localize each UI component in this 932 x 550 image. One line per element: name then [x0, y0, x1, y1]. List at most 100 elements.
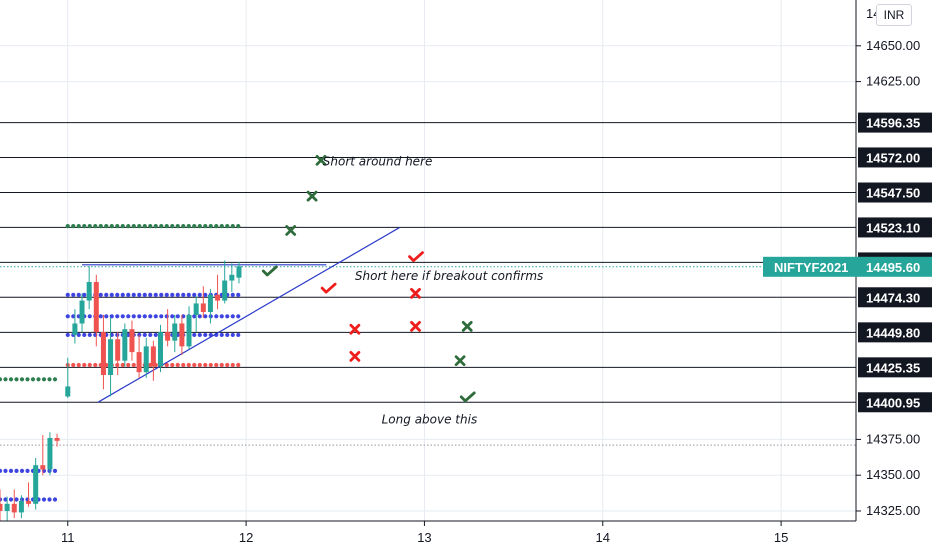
- dot-segment-blue: [65, 314, 241, 319]
- indicator-dot: [93, 224, 98, 229]
- time-axis[interactable]: 11 12 13 14 15: [0, 520, 856, 545]
- price-tick-label: 14350.00: [866, 467, 920, 482]
- indicator-dot: [170, 292, 175, 297]
- candle-down: [215, 274, 221, 310]
- cross-mark-green: [306, 190, 318, 202]
- candle-down: [200, 286, 206, 318]
- indicator-dot: [52, 468, 58, 474]
- candle-up: [33, 458, 39, 510]
- candle-body: [100, 332, 106, 376]
- indicator-dot: [76, 224, 81, 229]
- symbol-price-label: NIFTYF2021 14495.60: [763, 256, 932, 277]
- cross-mark-red: [410, 320, 421, 332]
- symbol-label-bg: [763, 256, 932, 277]
- indicator-dot: [219, 362, 224, 368]
- indicator-dot: [131, 224, 136, 229]
- indicator-dot: [225, 224, 230, 229]
- indicator-dot: [170, 224, 175, 229]
- candle-body: [158, 332, 163, 367]
- indicator-dot: [175, 292, 180, 297]
- date-tick-label: 13: [417, 530, 431, 545]
- indicator-dot: [142, 224, 147, 229]
- indicator-dot: [153, 332, 158, 338]
- check-mark-green: [261, 265, 278, 277]
- candle-body: [193, 303, 199, 315]
- indicator-dot: [71, 362, 76, 368]
- indicator-dot: [0, 377, 3, 382]
- indicator-dot: [203, 362, 208, 368]
- indicator-dot: [104, 292, 109, 297]
- candle-up: [86, 266, 92, 310]
- indicator-dot: [153, 314, 158, 319]
- candle-body: [179, 323, 185, 347]
- candle-up: [122, 323, 128, 367]
- candles: [0, 260, 242, 521]
- indicator-dot: [8, 468, 14, 474]
- annotation-text: Short around here: [323, 155, 433, 169]
- candle-down: [100, 314, 106, 390]
- level-label-bg: [858, 322, 932, 343]
- indicator-dot: [82, 332, 87, 338]
- level-label-bg: [858, 147, 932, 168]
- indicator-dot: [219, 314, 224, 319]
- indicator-dot: [148, 292, 153, 297]
- indicator-dot: [175, 362, 180, 368]
- indicator-dot: [236, 292, 241, 297]
- indicator-dot: [131, 292, 136, 297]
- date-tick-label: 11: [61, 530, 75, 545]
- cross-mark-red: [349, 350, 361, 362]
- price-axis[interactable]: 14650.00 14625.00 14375.00 14350.00 14325.00…: [763, 0, 932, 550]
- candle-body: [207, 294, 213, 313]
- indicator-dot: [98, 292, 103, 297]
- candle-up: [172, 314, 178, 353]
- indicator-dot: [208, 362, 213, 368]
- annotation-text: Long above this: [382, 412, 478, 426]
- candle-down: [93, 274, 99, 347]
- indicator-dot: [225, 362, 230, 368]
- indicator-dot: [214, 314, 219, 319]
- indicator-dot: [230, 362, 235, 368]
- indicator-dot: [236, 314, 241, 319]
- indicator-dot: [159, 292, 164, 297]
- indicator-dot: [236, 362, 241, 368]
- candle-body: [129, 329, 135, 353]
- candle-up: [158, 324, 163, 373]
- indicator-dot: [65, 332, 70, 338]
- indicator-dot: [25, 377, 30, 382]
- indicator-dot: [30, 377, 36, 382]
- indicator-dot: [87, 314, 92, 319]
- candle-body: [200, 303, 206, 313]
- candle-up: [65, 357, 71, 398]
- indicator-dot: [225, 314, 230, 319]
- last-price: 14495.60: [866, 260, 920, 275]
- candle-body: [122, 329, 128, 361]
- level-label: 14474.30: [866, 290, 920, 305]
- candle-up: [79, 293, 85, 333]
- indicator-dot: [192, 314, 197, 319]
- indicator-dot: [82, 224, 87, 229]
- level-label: 14400.95: [866, 395, 920, 410]
- indicator-dot: [159, 224, 164, 229]
- currency-badge[interactable]: INR: [876, 4, 912, 26]
- level-label: 14572.00: [866, 150, 920, 165]
- date-tick-label: 12: [239, 530, 253, 545]
- indicator-dot: [186, 292, 191, 297]
- candle-body: [108, 339, 114, 376]
- candle-body: [4, 503, 10, 511]
- indicator-dot: [25, 468, 30, 474]
- markers: [261, 154, 476, 403]
- candle-body: [47, 437, 53, 470]
- level-label: 14547.50: [866, 186, 920, 201]
- indicator-dot: [52, 377, 58, 382]
- indicator-dot: [126, 362, 131, 368]
- trendline: [97, 227, 400, 403]
- level-label: 14523.10: [866, 220, 920, 235]
- candle-body: [186, 314, 192, 347]
- indicator-dot: [82, 292, 87, 297]
- indicator-dot: [3, 468, 8, 474]
- indicator-dot: [192, 292, 197, 297]
- candle-up: [72, 309, 78, 344]
- candle-up: [193, 296, 199, 333]
